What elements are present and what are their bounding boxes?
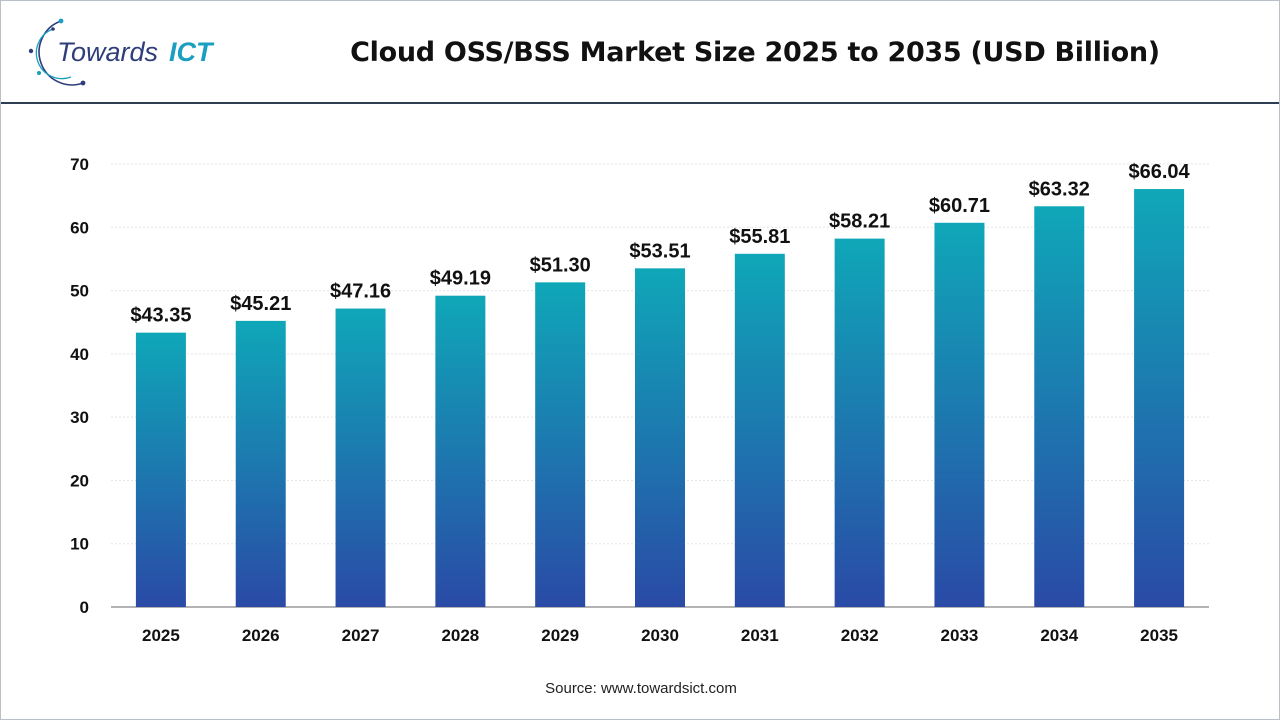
x-tick-label: 2028	[441, 626, 479, 645]
x-tick-label: 2034	[1040, 626, 1078, 645]
data-label-2034: $63.32	[1029, 178, 1090, 200]
y-tick-label: 0	[80, 598, 89, 617]
data-labels: $43.35 $45.21 $47.16 $49.19 $51.30 $53.51 $55.…	[130, 161, 1190, 327]
x-tick-label: 2031	[741, 626, 779, 645]
logo-graphic: Towards ICT	[28, 18, 215, 86]
y-tick-label: 10	[70, 535, 89, 554]
chart-title: Cloud OSS/BSS Market Size 2025 to 2035 (…	[350, 37, 1160, 68]
x-tick-label: 2035	[1140, 626, 1178, 645]
bar-2026	[235, 320, 286, 607]
bar-2027	[335, 308, 386, 607]
data-label-2026: $45.21	[230, 293, 291, 315]
source-note: Source: www.towardsict.com	[545, 680, 737, 697]
bar-2028	[435, 295, 486, 607]
x-tick-label: 2030	[641, 626, 679, 645]
bar-2031	[734, 253, 785, 607]
x-tick-label: 2032	[841, 626, 879, 645]
bar-2029	[535, 282, 586, 607]
data-label-2030: $53.51	[629, 240, 690, 262]
x-tick-label: 2029	[541, 626, 579, 645]
bars	[135, 189, 1185, 608]
logo-text-accent: ICT	[169, 37, 215, 67]
x-tick-label: 2026	[242, 626, 280, 645]
data-label-2031: $55.81	[729, 226, 790, 248]
data-label-2029: $51.30	[530, 254, 591, 276]
header: Towards ICT Cloud OSS/BSS Market Size 20…	[1, 1, 1279, 104]
logo-text-main: Towards	[57, 37, 158, 67]
x-axis: 2025 2026 2027 2028 2029 2030 2031 2032 2033 2034…	[142, 626, 1178, 645]
y-tick-label: 40	[70, 345, 89, 364]
bar-2033	[934, 222, 985, 607]
bar-2035	[1134, 189, 1185, 607]
x-tick-label: 2027	[342, 626, 380, 645]
bar-2030	[635, 268, 685, 607]
y-tick-label: 20	[70, 471, 89, 490]
y-tick-label: 60	[70, 218, 89, 237]
x-tick-label: 2033	[941, 626, 979, 645]
x-tick-label: 2025	[142, 626, 180, 645]
logo: Towards ICT	[23, 15, 223, 91]
y-tick-label: 30	[70, 408, 89, 427]
bar-2034	[1034, 206, 1085, 608]
bar-2025	[135, 332, 186, 607]
y-tick-label: 50	[70, 282, 89, 301]
data-label-2033: $60.71	[929, 195, 990, 217]
data-label-2027: $47.16	[330, 281, 391, 303]
bar-2032	[834, 238, 885, 607]
data-label-2028: $49.19	[430, 268, 491, 290]
data-label-2032: $58.21	[829, 211, 890, 233]
data-label-2025: $43.35	[130, 305, 191, 327]
data-label-2035: $66.04	[1129, 161, 1191, 183]
y-tick-label: 70	[70, 155, 89, 174]
